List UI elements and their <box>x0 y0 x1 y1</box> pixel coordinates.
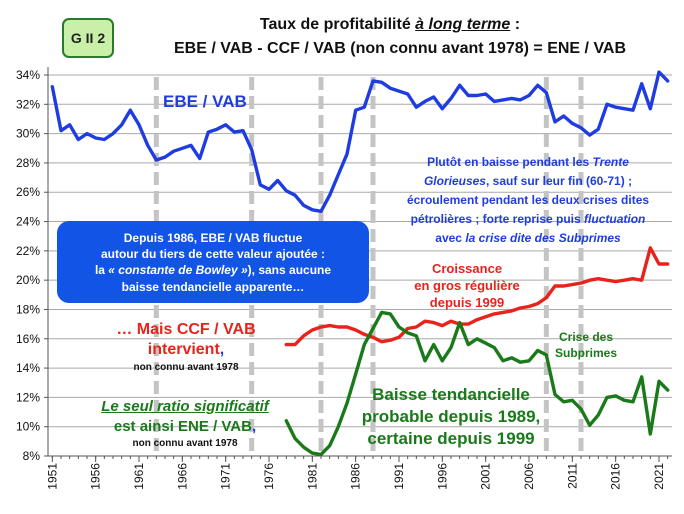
baisse-line2: probable depuis 1989, <box>361 407 541 426</box>
x-tick-label-2016: 2016 <box>609 463 623 490</box>
label-ebe: EBE / VAB <box>163 92 247 111</box>
label-baisse-tendancielle: Baisse tendancielle probable depuis 1989… <box>356 384 546 450</box>
mais-comma: , <box>219 341 225 358</box>
blue-note-l2a: Glorieuses <box>423 174 486 188</box>
y-tick-label-30: 30% <box>16 127 40 141</box>
box-line3: la « constante de Bowley »), sans aucune <box>65 262 361 278</box>
blue-note-line1: Plutôt en baisse pendant les Trente <box>378 153 678 172</box>
series-line-ebe <box>50 70 670 214</box>
title-prefix: Taux de profitabilité <box>259 16 416 33</box>
blue-note-l1b: Trente <box>592 155 629 169</box>
y-tick-label-28: 28% <box>16 156 40 170</box>
x-tick-label-1966: 1966 <box>175 463 189 490</box>
x-tick-label-2011: 2011 <box>565 463 579 489</box>
axes-layer: 8% 10% 12% 14% 16% 18% 20% 22% 24% 26% 28% 30% 32% 34… <box>16 67 672 490</box>
mais-intervient: intervient <box>147 341 220 358</box>
bowley-note-box: Depuis 1986, EBE / VAB fluctue autour du… <box>57 221 369 303</box>
x-tick-label-1971: 1971 <box>219 463 233 490</box>
seul-ene: est ainsi ENE / VAB <box>113 418 252 435</box>
y-tick-label-10: 10% <box>16 420 40 434</box>
blue-note-line4: pétrolières ; forte reprise puis fluctua… <box>378 210 678 229</box>
red-note-line1: Croissance <box>431 261 503 276</box>
blue-note-l4a: pétrolières ; forte reprise puis <box>410 212 585 226</box>
y-tick-label-26: 26% <box>16 185 40 199</box>
y-tick-label-32: 32% <box>16 97 40 111</box>
box-l3a: la <box>94 263 109 278</box>
x-tick-label-2006: 2006 <box>522 463 536 490</box>
x-tick-label-1986: 1986 <box>349 463 363 490</box>
series-line-ccf <box>284 246 670 347</box>
box-line2: autour du tiers de cette valeur ajoutée … <box>100 247 326 262</box>
blue-note-line5: avec la crise dite des Subprimes <box>378 229 678 248</box>
title-suffix: : <box>510 16 521 33</box>
y-tick-label-18: 18% <box>16 302 40 316</box>
seul-comma: , <box>251 418 257 435</box>
chart-title-line1: Taux de profitabilité à long terme : <box>150 16 630 34</box>
y-tick-label-8: 8% <box>23 449 41 463</box>
reference-vlines <box>153 77 584 456</box>
label-mais-ccf: … Mais CCF / VAB intervient, non connu a… <box>86 320 286 376</box>
box-l3c: ), sans aucune <box>247 263 332 278</box>
plot-area <box>48 74 672 457</box>
mais-line1: … Mais CCF / VAB <box>116 321 256 338</box>
chart-title-line2: EBE / VAB - CCF / VAB (non connu avant 1… <box>173 40 627 57</box>
label-seul-ratio: Le seul ratio significatif est ainsi ENE… <box>78 397 292 451</box>
y-tick-label-34: 34% <box>16 68 40 82</box>
x-tick-label-2001: 2001 <box>479 463 493 490</box>
x-tick-label-1976: 1976 <box>262 463 276 490</box>
blue-note-line2: Glorieuses, sauf sur leur fin (60-71) ; <box>378 172 678 191</box>
x-tick-label-1991: 1991 <box>392 463 406 490</box>
crise-line2: Subprimes <box>554 346 617 360</box>
seul-line1: Le seul ratio significatif <box>101 398 269 415</box>
red-note-line3: depuis 1999 <box>429 295 505 310</box>
blue-note-l5a: avec <box>435 231 466 245</box>
y-tick-label-16: 16% <box>16 332 40 346</box>
x-tick-label-2021: 2021 <box>652 463 666 490</box>
box-line4: baisse tendancielle apparente… <box>121 279 305 294</box>
label-blue-note: Plutôt en baisse pendant les Trente Glor… <box>378 153 678 248</box>
x-tick-label-1951: 1951 <box>45 463 59 490</box>
series-layer <box>50 70 670 457</box>
badge-gii2: G II 2 <box>62 18 114 58</box>
baisse-line1: Baisse tendancielle <box>372 385 530 404</box>
seul-line2: est ainsi ENE / VAB, <box>78 417 292 437</box>
blue-note-l5b: la crise dite des Subprimes <box>465 231 621 245</box>
box-line1: Depuis 1986, EBE / VAB fluctue <box>123 231 303 245</box>
label-red-note: Croissance en gros régulière depuis 1999 <box>392 260 542 311</box>
blue-note-line3: écroulement pendant les deux crises dite… <box>406 193 650 207</box>
y-tick-label-24: 24% <box>16 215 40 229</box>
box-l3b: « constante de Bowley » <box>108 263 248 278</box>
seul-line3: non connu avant 1978 <box>132 438 238 449</box>
y-tick-label-20: 20% <box>16 273 40 287</box>
mais-line3: non connu avant 1978 <box>133 362 239 373</box>
blue-note-l4b: fluctuation <box>584 212 646 226</box>
y-tick-label-22: 22% <box>16 244 40 258</box>
title-emph: à long terme <box>415 16 511 33</box>
x-tick-label-1961: 1961 <box>132 463 146 490</box>
y-tick-label-12: 12% <box>16 390 40 404</box>
x-tick-label-1981: 1981 <box>305 463 319 490</box>
blue-note-l2b: , sauf sur leur fin (60-71) ; <box>485 174 633 188</box>
y-tick-label-14: 14% <box>16 361 40 375</box>
label-crise-subprimes: Crise des Subprimes <box>541 329 631 361</box>
mais-line2: intervient, <box>86 340 286 360</box>
crise-line1: Crise des <box>558 330 614 344</box>
blue-note-l1a: Plutôt en baisse pendant les <box>427 155 593 169</box>
red-note-line2: en gros régulière <box>414 278 520 293</box>
x-tick-label-1996: 1996 <box>435 463 449 490</box>
x-tick-label-1956: 1956 <box>89 463 103 490</box>
series-line-ene <box>284 310 670 457</box>
baisse-line3: certaine depuis 1999 <box>367 429 535 448</box>
